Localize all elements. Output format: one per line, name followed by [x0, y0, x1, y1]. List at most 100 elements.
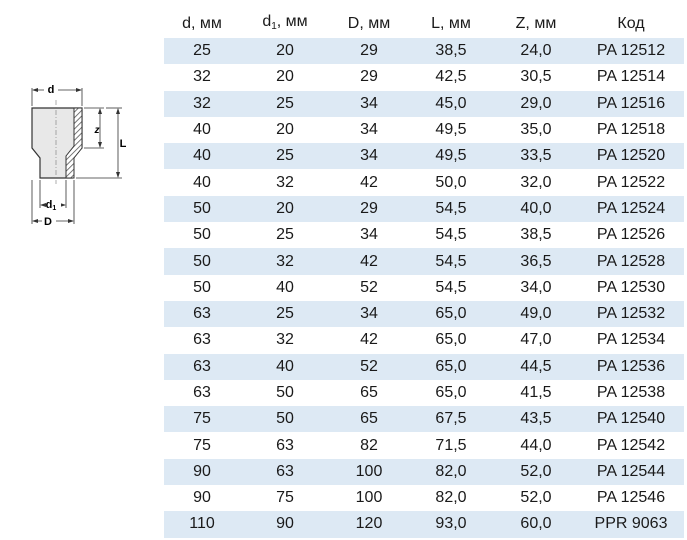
header-d: d, мм	[182, 15, 222, 32]
cell-code: PA 12520	[596, 147, 666, 165]
cell-L: 71,5	[435, 436, 467, 454]
cell-Z: 33,5	[520, 147, 552, 165]
table-row: 40 25 34 49,5 33,5 PA 12520	[164, 143, 684, 170]
cell-D: 100	[355, 462, 383, 480]
cell-D: 29	[360, 199, 378, 217]
header-Z: Z, мм	[515, 15, 557, 32]
cell-d1: 20	[276, 42, 294, 60]
cell-d1: 20	[276, 121, 294, 139]
cell-d: 75	[193, 436, 211, 454]
cell-d1: 25	[276, 94, 294, 112]
table-row: 40 20 34 49,5 35,0 PA 12518	[164, 117, 684, 143]
cell-Z: 52,0	[520, 489, 552, 507]
cell-d1: 63	[276, 462, 294, 480]
cell-Z: 35,0	[520, 121, 552, 139]
cell-L: 45,0	[435, 94, 467, 112]
header-d1: d1, мм	[262, 12, 308, 32]
cell-d: 63	[193, 357, 211, 375]
cell-code: PA 12526	[596, 226, 666, 244]
cell-d1: 90	[276, 515, 294, 533]
cell-L: 65,0	[435, 305, 467, 323]
cell-D: 120	[355, 515, 383, 533]
cell-D: 42	[360, 252, 378, 270]
cell-d1: 20	[276, 68, 294, 86]
cell-D: 42	[360, 331, 378, 349]
cell-d: 25	[193, 42, 211, 60]
cell-code: PA 12512	[596, 42, 666, 60]
cell-L: 65,0	[435, 331, 467, 349]
cell-Z: 49,0	[520, 305, 552, 323]
cell-D: 100	[355, 489, 383, 507]
table-row: 50 25 34 54,5 38,5 PA 12526	[164, 222, 684, 248]
cell-D: 29	[360, 68, 378, 86]
cell-Z: 34,0	[520, 278, 552, 296]
cell-Z: 44,5	[520, 357, 552, 375]
cell-d1: 25	[276, 147, 294, 165]
label-L: L	[120, 138, 127, 150]
cell-L: 65,0	[435, 384, 467, 401]
cell-code: PA 12524	[596, 199, 666, 217]
cell-Z: 44,0	[520, 436, 552, 454]
table-row: 63 50 65 65,0 41,5 PA 12538	[164, 380, 684, 406]
cell-code: PA 12544	[596, 462, 666, 480]
cell-d1: 25	[276, 305, 294, 323]
cell-D: 34	[360, 94, 378, 112]
cell-d1: 25	[276, 226, 294, 244]
cell-D: 52	[360, 357, 378, 375]
cell-d: 50	[193, 226, 211, 244]
table-row: 25 20 29 38,5 24,0 PA 12512	[164, 38, 684, 65]
cell-d: 40	[193, 147, 211, 165]
cell-d: 32	[193, 68, 211, 86]
cell-code: PA 12522	[596, 173, 666, 191]
cell-d1: 32	[276, 252, 294, 270]
header-L: L, мм	[431, 15, 471, 32]
table-row: 75 50 65 67,5 43,5 PA 12540	[164, 406, 684, 433]
cell-code: PA 12528	[596, 252, 666, 270]
cell-d: 90	[193, 489, 211, 507]
cell-d1: 63	[276, 436, 294, 454]
cell-d: 110	[189, 515, 215, 533]
cell-L: 65,0	[435, 357, 467, 375]
cell-d: 50	[193, 278, 211, 296]
cell-L: 49,5	[435, 147, 467, 165]
cell-Z: 52,0	[520, 462, 552, 480]
cell-code: PA 12534	[596, 331, 666, 349]
cell-d: 32	[193, 94, 211, 112]
cell-Z: 47,0	[520, 331, 552, 349]
cell-L: 50,0	[435, 173, 467, 191]
table-row: 32 25 34 45,0 29,0 PA 12516	[164, 90, 684, 117]
cell-D: 42	[360, 173, 378, 191]
table-header-row: d, мм d1, мм D, мм L, мм Z, мм Код	[164, 10, 684, 38]
table-row: 110 90 120 93,0 60,0 PPR 9063	[164, 511, 684, 538]
dimensions-table: d, мм d1, мм D, мм L, мм Z, мм Код 25 20 2…	[164, 10, 684, 538]
cell-d: 63	[193, 305, 211, 323]
cell-L: 49,5	[435, 121, 467, 139]
cell-Z: 30,5	[520, 68, 552, 86]
cell-d: 63	[193, 331, 211, 349]
cell-L: 67,5	[435, 410, 467, 428]
cell-code: PA 12546	[596, 489, 666, 507]
cell-d: 63	[193, 384, 211, 401]
cell-D: 82	[360, 436, 378, 454]
cell-L: 42,5	[435, 68, 467, 86]
table-row: 50 32 42 54,5 36,5 PA 12528	[164, 248, 684, 275]
table-body: 25 20 29 38,5 24,0 PA 12512 32 20 29 42,5 30,5 PA 1…	[164, 38, 684, 538]
cell-d1: 50	[276, 384, 294, 401]
cell-Z: 41,5	[520, 384, 552, 401]
header-code: Код	[617, 15, 645, 32]
cell-d1: 32	[276, 173, 294, 191]
cell-code: PA 12532	[596, 305, 666, 323]
cell-d: 50	[193, 252, 211, 270]
cell-L: 54,5	[435, 278, 467, 296]
cell-D: 29	[360, 42, 378, 60]
cell-code: PA 12542	[596, 436, 666, 454]
table-row: 50 20 29 54,5 40,0 PA 12524	[164, 195, 684, 223]
cell-L: 82,0	[435, 489, 467, 507]
cell-D: 34	[360, 121, 378, 139]
cell-Z: 32,0	[520, 173, 552, 191]
cell-d: 90	[193, 462, 211, 480]
cell-code: PA 12538	[596, 384, 666, 401]
cell-Z: 38,5	[520, 226, 552, 244]
table-row: 50 40 52 54,5 34,0 PA 12530	[164, 275, 684, 301]
cell-code: PPR 9063	[594, 515, 668, 533]
